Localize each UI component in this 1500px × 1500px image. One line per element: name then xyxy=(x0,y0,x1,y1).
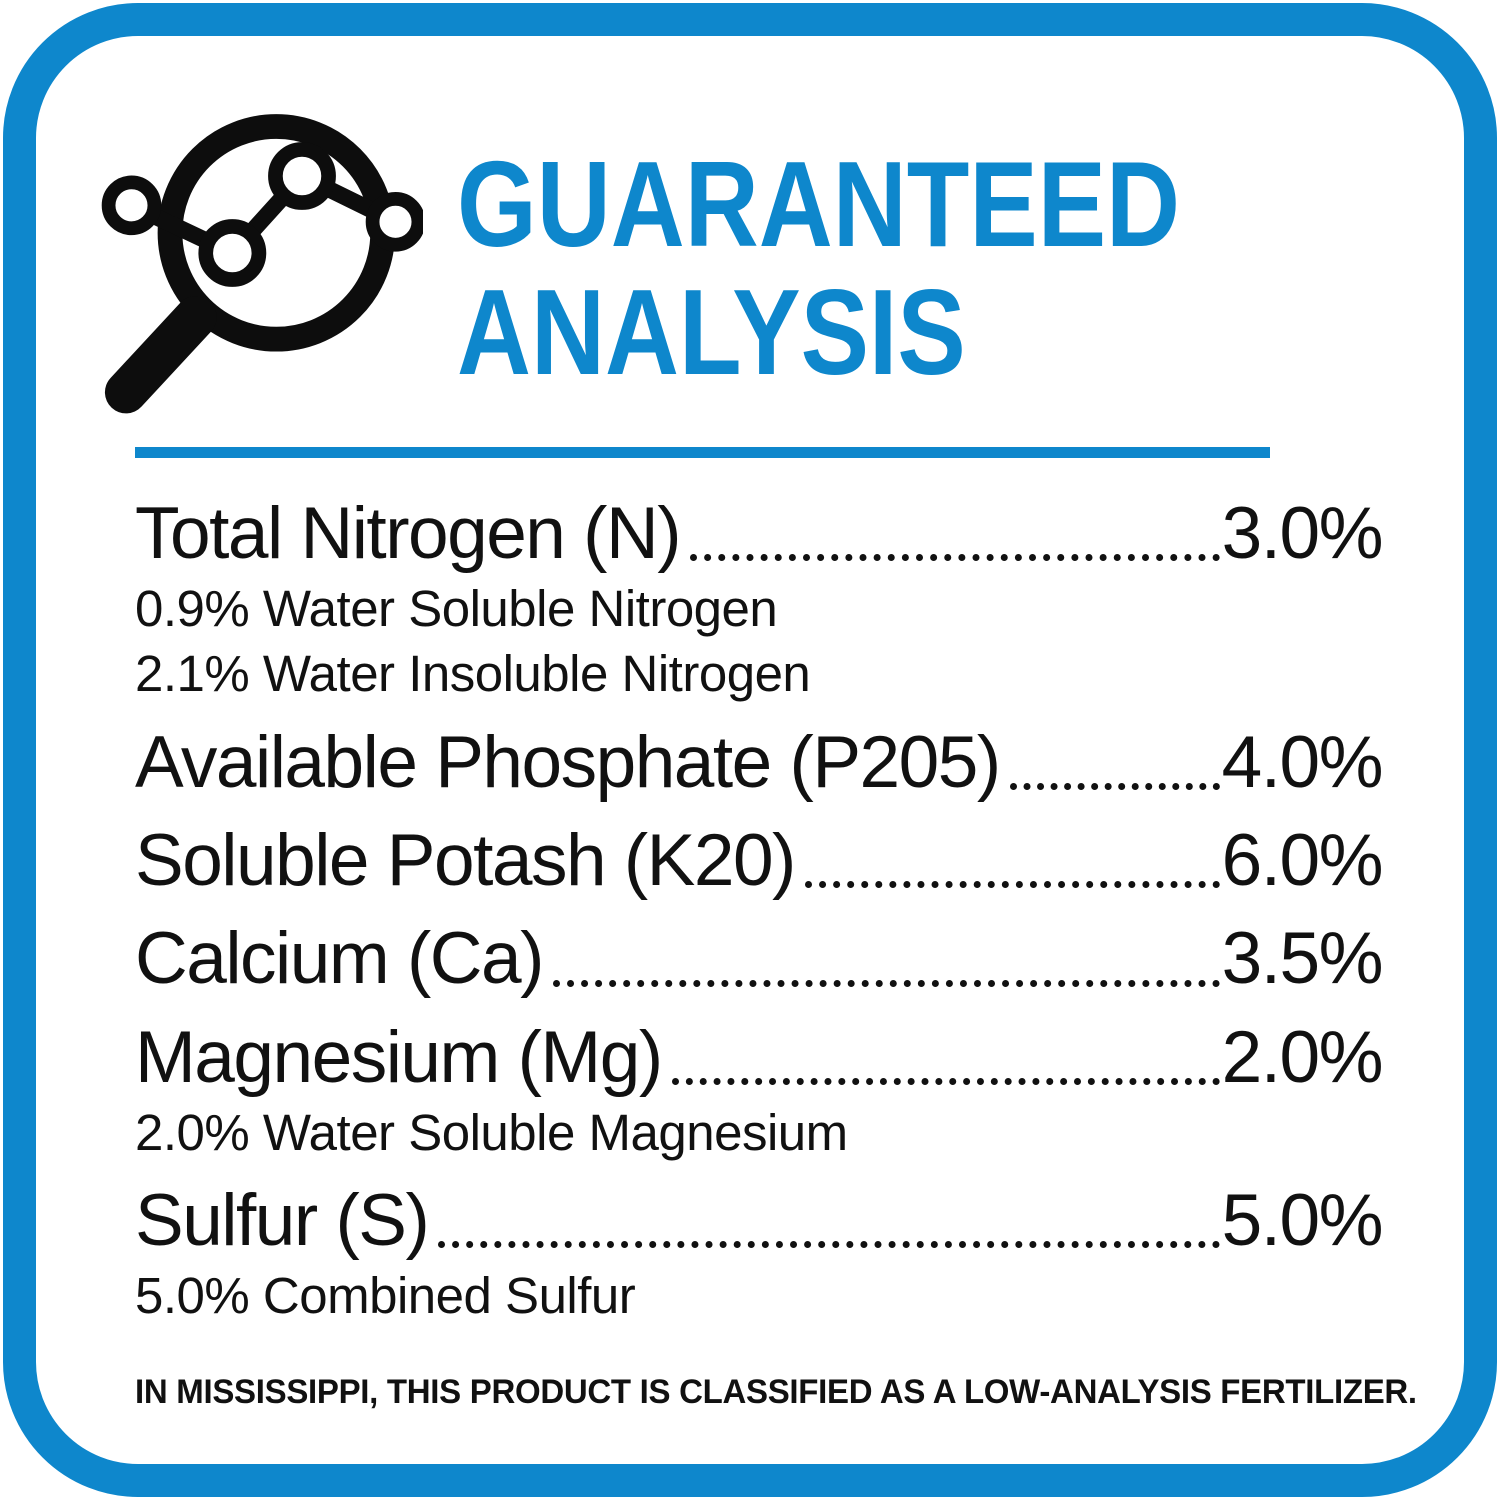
analysis-row: Total Nitrogen (N) 3.0% 0.9% Water Solub… xyxy=(135,493,1384,705)
panel-header: GUARANTEED ANALYSIS xyxy=(101,0,1382,418)
dot-leader xyxy=(438,1241,1220,1249)
nutrient-line: Soluble Potash (K20) 6.0% xyxy=(135,819,1384,901)
nutrient-value: 4.0% xyxy=(1221,721,1384,803)
nutrient-value: 3.5% xyxy=(1221,918,1384,1000)
analysis-row: Soluble Potash (K20) 6.0% xyxy=(135,819,1384,901)
nutrient-value: 5.0% xyxy=(1221,1180,1384,1262)
nutrient-label: Sulfur (S) xyxy=(135,1180,430,1262)
nutrient-label: Calcium (Ca) xyxy=(135,918,544,1000)
nutrient-label: Total Nitrogen (N) xyxy=(135,493,682,574)
nutrient-line: Total Nitrogen (N) 3.0% xyxy=(135,493,1384,574)
analysis-row: Calcium (Ca) 3.5% xyxy=(135,918,1384,1000)
nutrient-subitem: 5.0% Combined Sulfur xyxy=(135,1267,636,1325)
dot-leader xyxy=(671,1077,1220,1085)
nutrient-line: Calcium (Ca) 3.5% xyxy=(135,918,1384,1000)
footnote: IN MISSISSIPPI, THIS PRODUCT IS CLASSIFI… xyxy=(135,1372,1417,1411)
title-divider-rule xyxy=(135,447,1270,458)
analysis-row: Available Phosphate (P205) 4.0% xyxy=(135,721,1384,803)
panel-content: GUARANTEED ANALYSIS Total Nitrogen (N) 3… xyxy=(101,0,1417,1500)
panel-title-line1: GUARANTEED xyxy=(457,136,1181,272)
nutrient-value: 6.0% xyxy=(1221,819,1384,901)
nutrient-value: 3.0% xyxy=(1221,493,1384,574)
analysis-row: Sulfur (S) 5.0% 5.0% Combined Sulfur xyxy=(135,1180,1384,1326)
dot-leader xyxy=(690,554,1220,562)
nutrient-label: Magnesium (Mg) xyxy=(135,1016,663,1098)
nutrient-label: Soluble Potash (K20) xyxy=(135,819,796,901)
nutrient-line: Magnesium (Mg) 2.0% xyxy=(135,1016,1384,1098)
nutrient-subitem: 2.1% Water Insoluble Nitrogen xyxy=(135,645,811,703)
dot-leader xyxy=(1009,782,1220,790)
nutrient-line: Sulfur (S) 5.0% xyxy=(135,1180,1384,1262)
dot-leader xyxy=(552,979,1220,987)
panel-title: GUARANTEED ANALYSIS xyxy=(457,140,1180,396)
analysis-row: Magnesium (Mg) 2.0% 2.0% Water Soluble M… xyxy=(135,1016,1384,1163)
nutrient-label: Available Phosphate (P205) xyxy=(135,721,1001,803)
nutrient-subitem: 0.9% Water Soluble Nitrogen xyxy=(135,580,778,638)
analysis-list: Total Nitrogen (N) 3.0% 0.9% Water Solub… xyxy=(135,493,1384,1327)
panel-title-line2: ANALYSIS xyxy=(457,264,966,401)
nutrient-line: Available Phosphate (P205) 4.0% xyxy=(135,721,1384,803)
dot-leader xyxy=(804,881,1220,889)
magnifier-chart-icon xyxy=(93,88,423,418)
nutrient-value: 2.0% xyxy=(1221,1016,1384,1098)
nutrient-subitem: 2.0% Water Soluble Magnesium xyxy=(135,1103,848,1161)
